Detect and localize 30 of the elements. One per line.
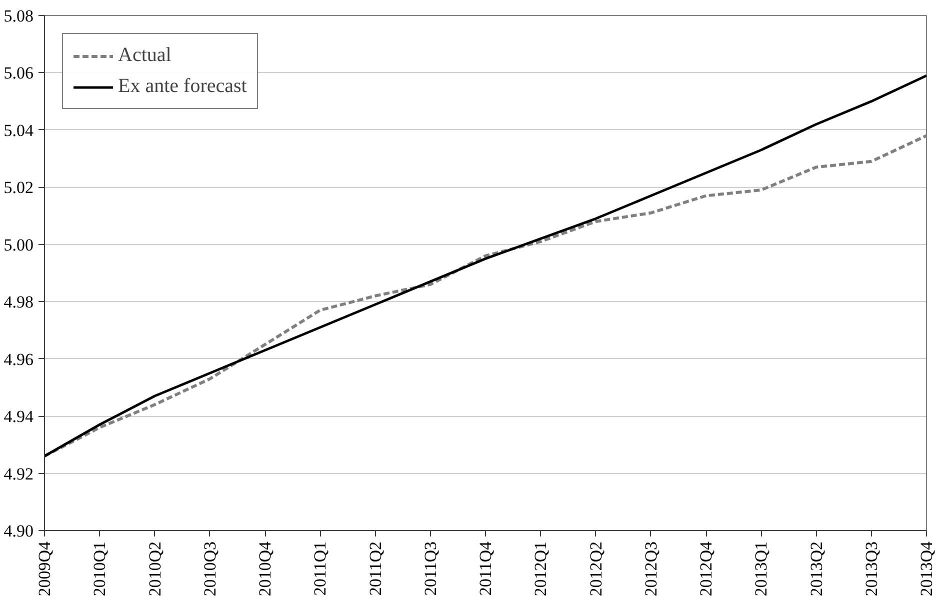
- y-tick-label: 4.96: [4, 350, 34, 369]
- y-tick-label: 4.94: [4, 407, 34, 426]
- y-tick-label: 5.00: [4, 235, 34, 254]
- x-tick-label: 2012Q3: [641, 541, 660, 596]
- x-tick-label: 2013Q3: [862, 541, 881, 596]
- x-tick-label: 2010Q3: [200, 541, 220, 596]
- y-tick-label: 4.98: [4, 292, 34, 312]
- x-tick-label: 2011Q1: [310, 541, 330, 596]
- x-tick-label: 2011Q4: [476, 541, 495, 596]
- legend-label: Ex ante forecast: [118, 75, 247, 98]
- y-tick-label: 5.08: [4, 6, 34, 26]
- x-tick-label: 2010Q1: [90, 541, 110, 596]
- y-tick-label: 5.06: [4, 64, 34, 83]
- x-tick-label: 2009Q4: [35, 541, 54, 596]
- y-tick-label: 5.02: [4, 178, 34, 198]
- y-tick-label: 4.92: [4, 464, 34, 484]
- x-tick-label: 2010Q4: [256, 541, 274, 596]
- x-tick-label: 2011Q2: [366, 541, 385, 596]
- y-tick-label: 4.90: [4, 522, 34, 540]
- x-tick-label: 2012Q4: [696, 541, 716, 596]
- legend-label: Actual: [118, 44, 172, 67]
- x-tick-label: 2013Q4: [917, 541, 936, 596]
- y-tick-label: 5.04: [4, 120, 34, 140]
- x-tick-label: 2012Q2: [586, 541, 606, 596]
- x-tick-label: 2013Q2: [806, 541, 826, 596]
- x-tick-label: 2010Q2: [145, 541, 164, 596]
- x-tick-label: 2013Q1: [752, 541, 771, 596]
- line-series: [44, 74, 926, 458]
- x-tick-label: 2012Q1: [531, 541, 550, 596]
- x-tick-label: 2011Q3: [420, 541, 440, 596]
